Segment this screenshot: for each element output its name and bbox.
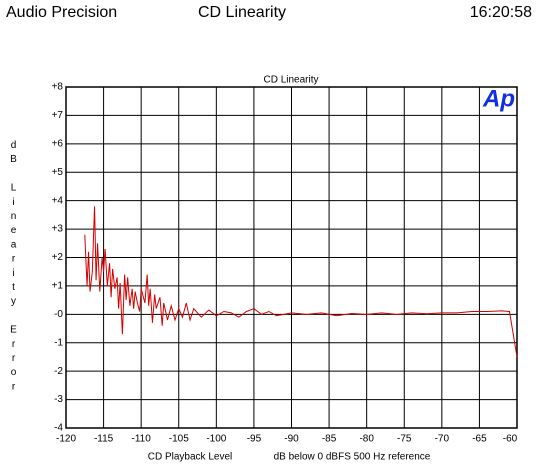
y-tick-label: +7	[52, 110, 64, 121]
y-tick-label: +5	[52, 167, 64, 178]
header-right: 16:20:58	[470, 4, 532, 21]
y-tick-label: +8	[52, 82, 64, 93]
y-tick-label: -2	[54, 366, 63, 377]
chart-title: CD Linearity	[263, 75, 318, 86]
x-tick-label: -110	[132, 434, 152, 445]
x-tick-label: -60	[503, 434, 518, 445]
x-tick-label: -115	[94, 434, 114, 445]
x-tick-label: -85	[322, 434, 337, 445]
header-center: CD Linearity	[198, 4, 286, 21]
x-tick-label: -70	[435, 434, 450, 445]
x-tick-label: -95	[247, 434, 262, 445]
x-axis-note: dB below 0 dBFS 500 Hz reference	[274, 452, 431, 463]
y-tick-label: -0	[54, 309, 63, 320]
data-line	[84, 206, 518, 358]
header-left: Audio Precision	[6, 4, 117, 21]
x-tick-label: -105	[169, 434, 189, 445]
y-axis-label: dB Linearity Error	[8, 140, 19, 396]
y-tick-label: +4	[52, 195, 64, 206]
x-tick-label: -90	[284, 434, 299, 445]
x-tick-label: -120	[56, 434, 76, 445]
y-tick-label: -1	[54, 337, 63, 348]
y-tick-label: -3	[54, 394, 63, 405]
x-tick-label: -65	[472, 434, 487, 445]
y-tick-label: +2	[52, 252, 64, 263]
x-axis-label: CD Playback Level	[148, 452, 232, 463]
logo: Ap	[482, 85, 515, 112]
y-tick-label: +6	[52, 138, 64, 149]
y-tick-label: +3	[52, 224, 64, 235]
x-tick-label: -80	[359, 434, 374, 445]
y-tick-label: -4	[54, 423, 63, 434]
y-tick-label: +1	[52, 281, 64, 292]
plot-frame	[65, 86, 518, 429]
x-tick-label: -75	[397, 434, 412, 445]
x-tick-label: -100	[206, 434, 226, 445]
